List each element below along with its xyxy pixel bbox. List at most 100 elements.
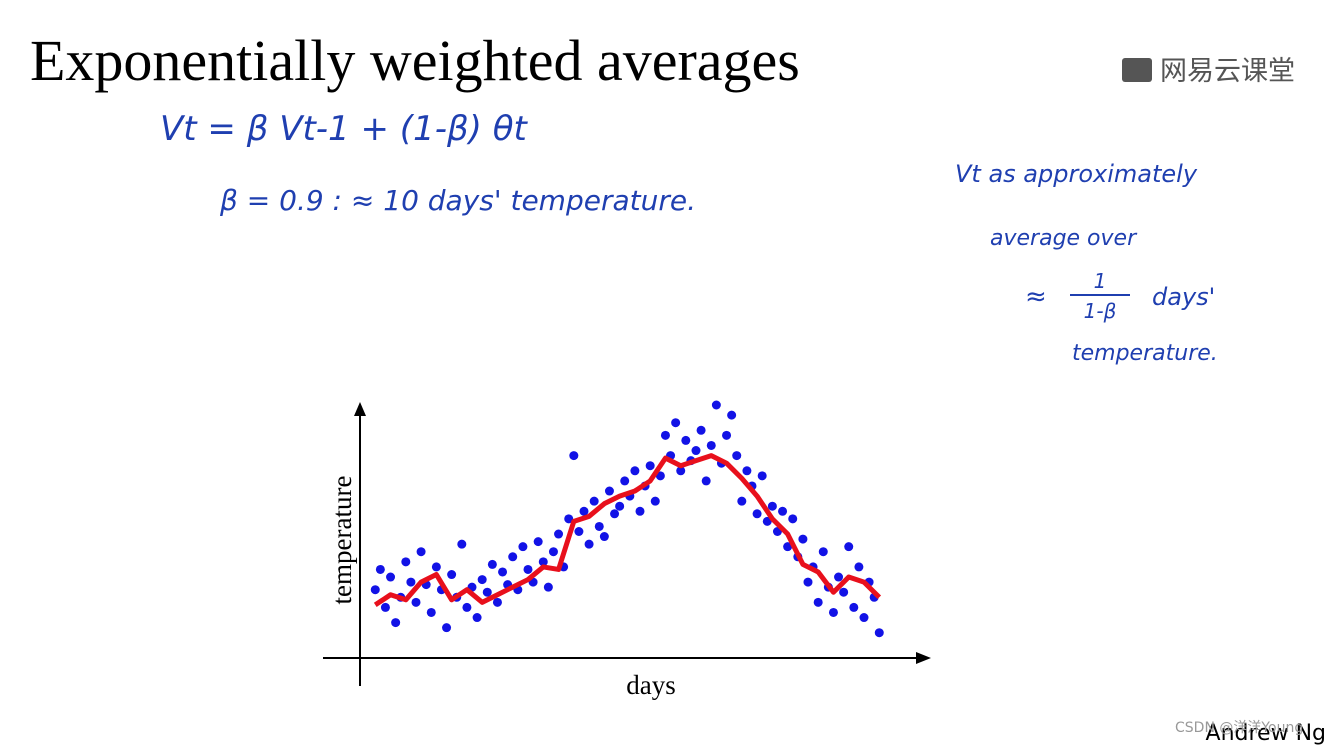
data-point (523, 564, 533, 574)
data-point (538, 557, 548, 567)
data-point (798, 534, 808, 544)
data-point (655, 471, 665, 481)
data-point (508, 552, 518, 562)
logo-text: 网易云课堂 (1160, 56, 1295, 87)
data-point (574, 527, 584, 536)
data-point (462, 602, 472, 612)
data-point (401, 557, 411, 567)
side-note: temperature. (1072, 341, 1218, 366)
data-point (554, 529, 564, 539)
data-point (839, 587, 849, 597)
data-point (589, 496, 599, 506)
data-point (818, 547, 828, 557)
side-note: Vt as approximately (955, 160, 1198, 188)
y-axis-arrow (354, 402, 366, 416)
data-point (732, 451, 742, 461)
data-point (650, 496, 660, 506)
data-point (696, 425, 706, 435)
data-point (803, 577, 813, 587)
data-point (844, 542, 854, 552)
data-point (431, 562, 441, 572)
data-point (645, 461, 655, 471)
data-point (472, 613, 482, 623)
data-point (854, 562, 864, 572)
data-point (859, 613, 869, 623)
data-point (660, 430, 670, 440)
data-point (380, 602, 390, 612)
data-point (406, 577, 416, 587)
x-axis-label: days (626, 670, 676, 700)
data-point (706, 440, 716, 450)
chart: days temperature (323, 400, 931, 700)
data-point (813, 597, 823, 607)
data-point (426, 607, 436, 617)
data-point (635, 506, 645, 516)
watermark: CSDN @洋洋Young (1175, 720, 1303, 736)
data-point (498, 567, 508, 577)
side-note: ≈ (1025, 282, 1047, 312)
data-point (727, 410, 737, 420)
data-point (370, 585, 380, 595)
data-point (579, 506, 589, 516)
data-point (386, 572, 396, 582)
data-point (487, 559, 497, 569)
data-point (874, 628, 884, 638)
data-point (594, 521, 604, 531)
data-point (442, 623, 452, 633)
logo-icon (1122, 58, 1152, 82)
data-point (742, 466, 752, 476)
data-point (447, 570, 457, 580)
data-point (788, 514, 798, 524)
data-point (477, 575, 487, 585)
data-point (757, 471, 767, 481)
data-point (676, 466, 686, 476)
data-point (518, 542, 528, 552)
data-point (722, 430, 732, 440)
data-point (548, 547, 558, 557)
fraction-denominator: 1-β (1084, 299, 1117, 323)
data-point (737, 496, 747, 506)
data-point (411, 597, 421, 607)
data-point (457, 539, 467, 549)
data-point (375, 564, 385, 574)
data-point (610, 509, 620, 519)
data-point (564, 514, 574, 524)
data-point (849, 602, 859, 612)
fraction-numerator: 1 (1094, 269, 1107, 293)
data-point (711, 400, 721, 410)
data-point (778, 506, 788, 516)
data-point (482, 587, 492, 597)
formula: Vt = β Vt-1 + (1-β) θt (160, 109, 529, 149)
side-note: days' (1152, 283, 1215, 311)
data-point (584, 539, 594, 549)
data-point (492, 597, 502, 607)
data-point (783, 542, 793, 552)
data-point (681, 435, 691, 445)
data-point (615, 501, 625, 511)
beta-note: β = 0.9 : ≈ 10 days' temperature. (219, 184, 696, 217)
data-point (569, 451, 579, 461)
data-point (416, 547, 426, 557)
data-point (620, 476, 630, 486)
data-point (767, 501, 777, 511)
ewma-line (373, 453, 882, 607)
data-point (834, 572, 844, 582)
author: Andrew Ng (1206, 721, 1326, 746)
data-point (752, 509, 762, 519)
x-axis-arrow (916, 652, 931, 664)
data-point (762, 516, 772, 526)
side-note: average over (990, 226, 1138, 251)
data-point (828, 607, 838, 617)
data-point (604, 486, 614, 496)
data-point (599, 532, 609, 542)
data-point (701, 476, 711, 486)
y-axis-label: temperature (327, 476, 357, 605)
data-point (671, 418, 681, 428)
data-point (630, 466, 640, 476)
data-point (691, 446, 701, 456)
data-point (533, 537, 543, 547)
slide-title: Exponentially weighted averages (30, 28, 800, 93)
data-point (543, 582, 553, 592)
